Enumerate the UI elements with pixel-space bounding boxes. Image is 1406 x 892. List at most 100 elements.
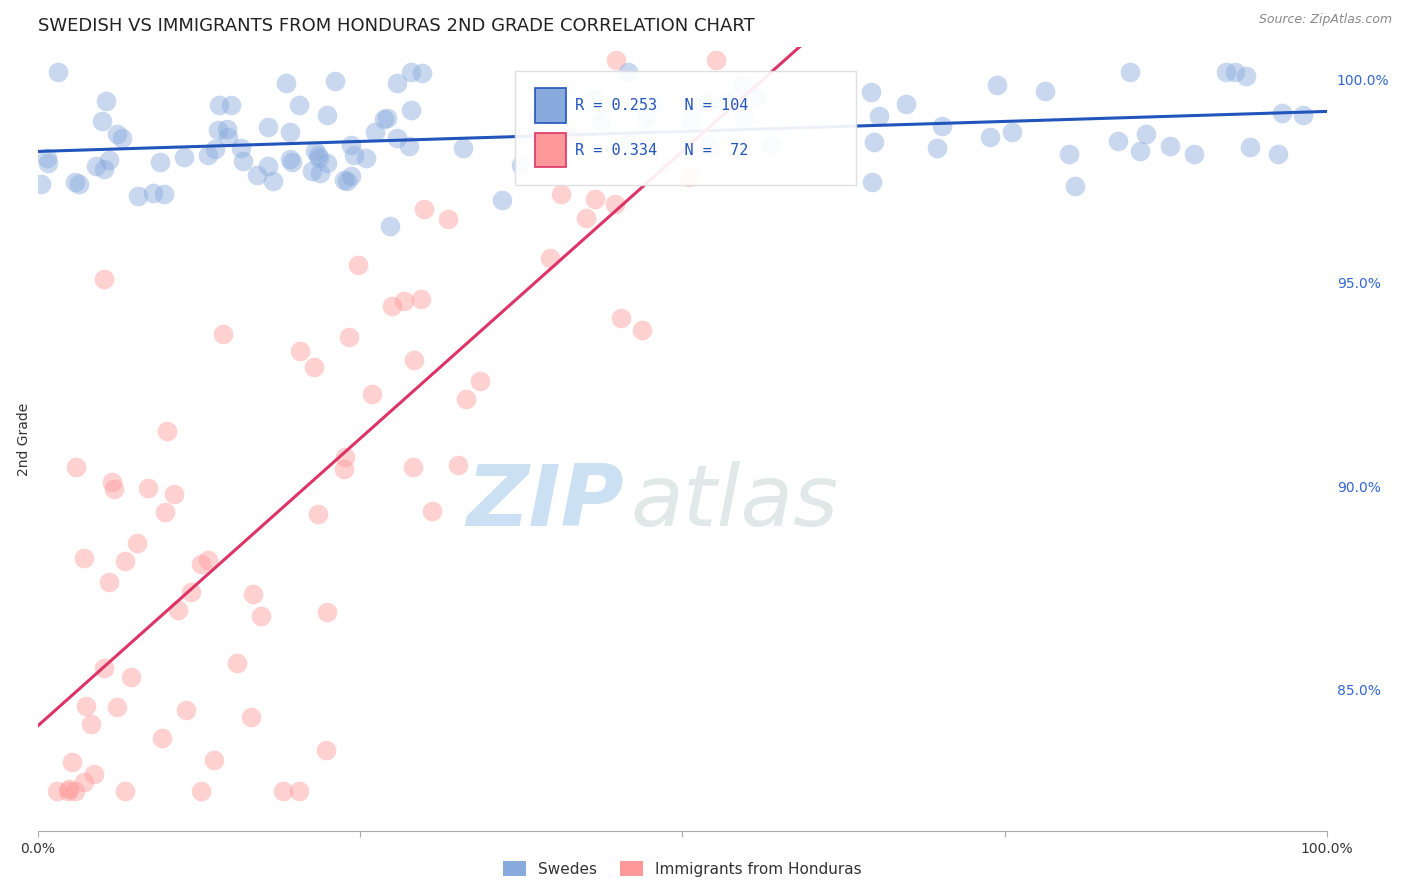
Point xyxy=(215,122,238,136)
Point xyxy=(225,656,247,670)
Point xyxy=(641,97,664,112)
Point xyxy=(574,211,596,225)
Point xyxy=(538,252,561,266)
Point xyxy=(1129,144,1152,158)
Point xyxy=(733,112,755,126)
Point xyxy=(105,700,128,714)
Point xyxy=(152,187,174,202)
Point xyxy=(1234,69,1257,83)
Point xyxy=(420,503,443,517)
Point xyxy=(73,774,96,789)
Point xyxy=(212,327,235,342)
Point xyxy=(65,460,87,475)
FancyBboxPatch shape xyxy=(536,88,567,122)
Point xyxy=(340,138,363,153)
Point xyxy=(340,169,363,183)
Point xyxy=(860,175,883,189)
Point xyxy=(37,156,59,170)
Point xyxy=(93,161,115,176)
Point xyxy=(37,151,59,165)
Point xyxy=(717,95,740,109)
Point xyxy=(731,78,754,92)
Point xyxy=(1033,84,1056,98)
Point xyxy=(630,323,652,337)
Point xyxy=(190,557,212,571)
Point xyxy=(894,96,917,111)
Point xyxy=(97,153,120,167)
Point xyxy=(413,202,436,216)
Point xyxy=(404,353,426,368)
Point xyxy=(986,78,1008,92)
Point xyxy=(231,141,253,155)
Point xyxy=(336,174,359,188)
Point xyxy=(242,587,264,601)
Point xyxy=(91,113,114,128)
Point xyxy=(304,360,326,375)
Point xyxy=(84,159,107,173)
Point xyxy=(249,609,271,624)
Point xyxy=(316,155,339,169)
Point xyxy=(315,605,337,619)
Point xyxy=(80,717,103,731)
Point xyxy=(696,95,718,109)
Point xyxy=(280,154,302,169)
Point xyxy=(46,784,69,798)
Text: ZIP: ZIP xyxy=(467,460,624,543)
Point xyxy=(394,294,416,309)
Point xyxy=(470,375,492,389)
Point xyxy=(246,168,269,182)
Point xyxy=(136,481,159,495)
Point xyxy=(603,197,626,211)
Text: SWEDISH VS IMMIGRANTS FROM HONDURAS 2ND GRADE CORRELATION CHART: SWEDISH VS IMMIGRANTS FROM HONDURAS 2ND … xyxy=(38,17,755,35)
Point xyxy=(337,330,360,344)
Point xyxy=(105,127,128,141)
Point xyxy=(704,53,727,67)
Point xyxy=(173,150,195,164)
Point xyxy=(347,258,370,272)
Text: R = 0.334   N =  72: R = 0.334 N = 72 xyxy=(575,143,748,158)
Point xyxy=(411,292,433,306)
Point xyxy=(437,211,460,226)
Point xyxy=(174,702,197,716)
Point xyxy=(257,159,280,173)
Point xyxy=(745,90,768,104)
Point xyxy=(402,459,425,474)
Point xyxy=(288,98,311,112)
Point xyxy=(454,392,477,407)
Point xyxy=(63,176,86,190)
Point xyxy=(617,64,640,78)
Point xyxy=(46,64,69,78)
Point xyxy=(381,299,404,313)
Point xyxy=(288,784,311,798)
Point xyxy=(411,66,433,80)
Point xyxy=(679,112,702,127)
Point xyxy=(360,386,382,401)
Point xyxy=(527,110,550,124)
Point xyxy=(271,784,294,798)
Point xyxy=(156,425,179,439)
Point xyxy=(67,177,90,191)
Point xyxy=(315,743,337,757)
Point xyxy=(58,782,80,797)
Point xyxy=(1119,64,1142,78)
Point xyxy=(1064,178,1087,193)
Point xyxy=(510,158,533,172)
Point xyxy=(1271,106,1294,120)
Point xyxy=(98,575,121,590)
Point xyxy=(308,151,330,165)
Text: atlas: atlas xyxy=(631,460,839,543)
Point xyxy=(373,112,395,126)
Point xyxy=(1107,134,1129,148)
Point xyxy=(304,144,326,158)
Point xyxy=(120,670,142,684)
Point xyxy=(197,553,219,567)
Point xyxy=(83,767,105,781)
Point xyxy=(399,103,422,117)
Point xyxy=(204,142,226,156)
Point xyxy=(333,450,356,465)
Point xyxy=(1057,147,1080,161)
Point xyxy=(1159,138,1181,153)
Point xyxy=(111,131,134,145)
Point xyxy=(63,784,86,798)
Point xyxy=(332,462,354,476)
